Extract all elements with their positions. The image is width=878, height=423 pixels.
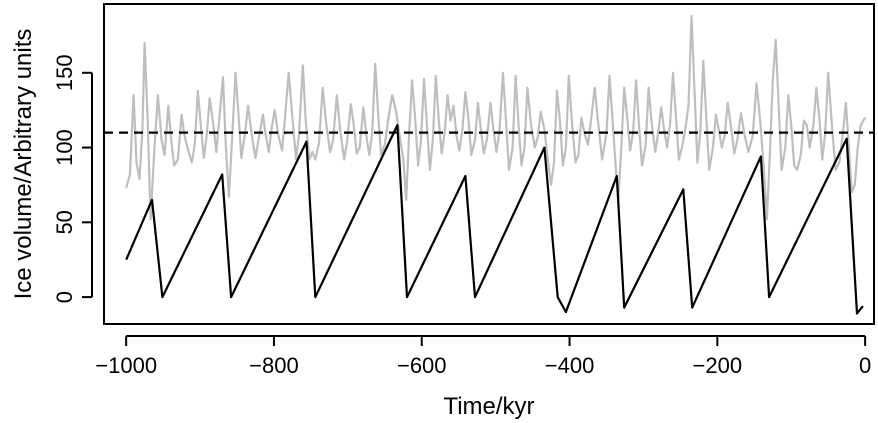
- series-layer: [104, 14, 874, 315]
- y-axis: 0 50 100 150: [52, 54, 93, 303]
- x-axis-label: Time/kyr: [443, 393, 534, 420]
- series-line-1: [125, 14, 867, 221]
- series-line-2: [125, 124, 864, 315]
- y-tick-label: 50: [52, 210, 77, 234]
- x-tick-label: −600: [397, 353, 447, 378]
- x-axis: −1000 −800 −600 −400 −200 0: [95, 335, 871, 378]
- x-tick-label: −800: [249, 353, 299, 378]
- y-tick-label: 100: [52, 129, 77, 166]
- x-tick-label: 0: [859, 353, 871, 378]
- x-tick-label: −200: [693, 353, 743, 378]
- x-tick-label: −400: [545, 353, 595, 378]
- y-tick-label: 0: [52, 291, 77, 303]
- plot-frame: [103, 3, 875, 325]
- y-tick-label: 150: [52, 54, 77, 91]
- x-tick-label: −1000: [95, 353, 157, 378]
- y-axis-label: Ice volume/Arbitrary units: [10, 29, 37, 300]
